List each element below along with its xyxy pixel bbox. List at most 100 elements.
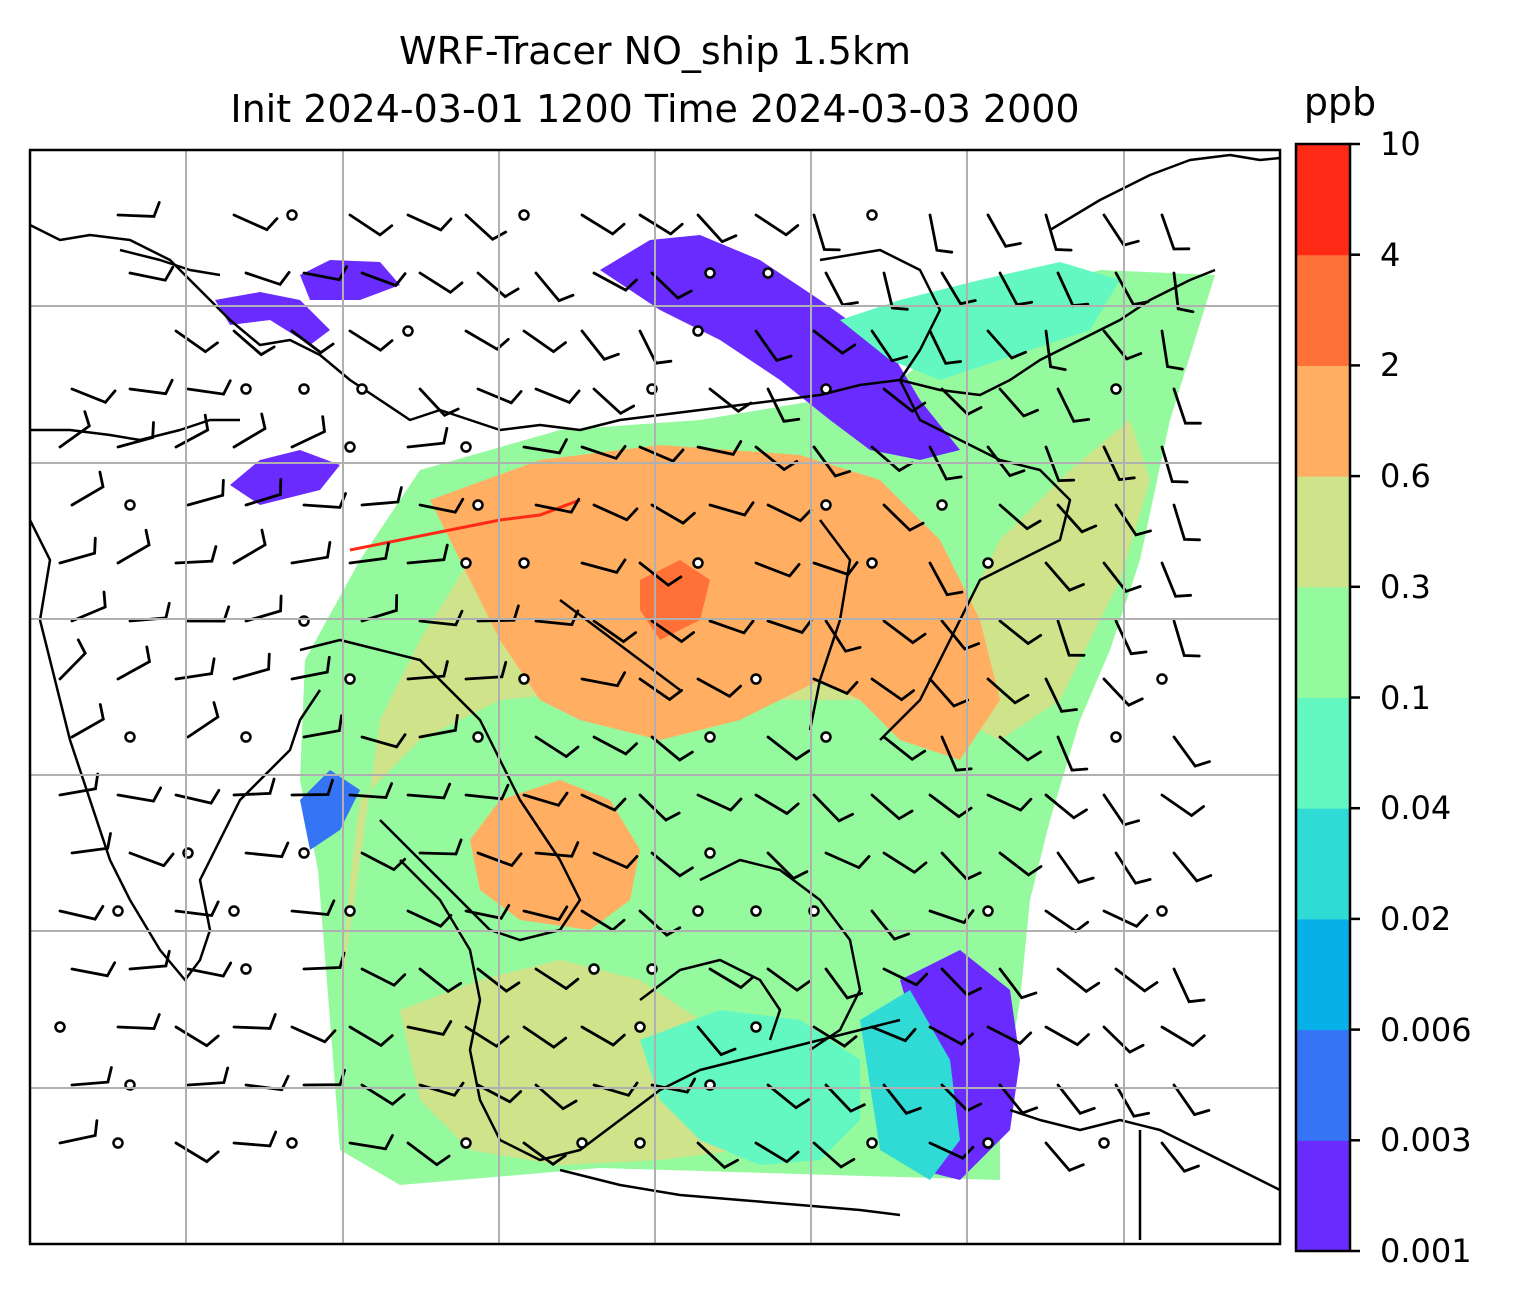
- wind-calm-marker: [704, 731, 716, 743]
- wind-barb: [476, 851, 523, 868]
- coastline-islands-2: [639, 958, 782, 1041]
- wind-barb: [302, 492, 347, 509]
- wind-calm-marker: [750, 905, 762, 917]
- wind-barb: [650, 271, 693, 300]
- wind-barb: [766, 967, 811, 992]
- colorbar-tick-label: 0.001: [1380, 1232, 1472, 1270]
- wind-barb: [638, 561, 683, 587]
- wind-barb: [1044, 561, 1085, 592]
- wind-barb: [418, 497, 465, 514]
- wind-barb: [1172, 503, 1201, 542]
- wind-barb: [58, 536, 97, 565]
- coastline-borders-2: [119, 248, 221, 277]
- wind-barb: [1114, 967, 1159, 993]
- wind-barb: [290, 541, 332, 565]
- wind-barb: [290, 778, 334, 797]
- wind-barb: [522, 1141, 567, 1167]
- wind-barb: [1056, 503, 1098, 534]
- wind-barb: [580, 793, 627, 812]
- wind-barb: [754, 213, 800, 237]
- wind-barb: [418, 838, 463, 856]
- colorbar-tick-label: 0.02: [1380, 899, 1452, 938]
- wind-barb: [186, 701, 220, 739]
- wind-barb: [592, 271, 638, 292]
- wind-barb: [174, 545, 218, 565]
- wind-barb: [824, 271, 859, 307]
- coastlines: [30, 153, 1280, 1240]
- wind-barb: [870, 793, 914, 821]
- wind-barb: [870, 445, 914, 473]
- wind-barb: [360, 271, 407, 288]
- wind-calm-marker: [286, 1137, 298, 1149]
- wind-barb: [174, 329, 219, 354]
- wind-calm-marker: [182, 847, 194, 859]
- wind-barb: [592, 619, 637, 644]
- wind-barb: [592, 387, 636, 416]
- wind-barb: [824, 619, 862, 653]
- wind-barb: [522, 329, 567, 354]
- wind-barb: [464, 660, 508, 681]
- wind-barb: [534, 497, 581, 514]
- wind-barb: [592, 503, 639, 522]
- wind-barb: [290, 655, 331, 681]
- wind-barb: [476, 271, 520, 299]
- wind-barb: [580, 1025, 626, 1047]
- wind-barb: [174, 1141, 220, 1164]
- wind-barb: [1102, 213, 1140, 247]
- wind-calm-marker: [820, 383, 832, 395]
- wind-barb: [998, 851, 1043, 877]
- wind-barb: [986, 445, 1026, 478]
- wind-calm-marker: [1110, 731, 1122, 743]
- wind-calm-marker: [356, 383, 368, 395]
- colorbar-tick-label: 0.003: [1380, 1121, 1472, 1160]
- wind-barb: [1056, 851, 1095, 885]
- wind-barb: [534, 967, 580, 991]
- wind-barb: [754, 561, 801, 578]
- wind-calm-marker: [866, 1137, 878, 1149]
- wind-barb: [766, 503, 813, 523]
- wind-barb: [580, 909, 626, 932]
- wind-barb: [940, 271, 977, 306]
- wind-calm-marker: [124, 499, 136, 511]
- wind-barb: [708, 387, 753, 414]
- wind-barb: [1114, 271, 1150, 307]
- wind-barb: [128, 949, 171, 971]
- wind-barb: [1102, 329, 1143, 361]
- wind-barb: [476, 387, 523, 405]
- wind-barb: [1160, 1141, 1200, 1173]
- wind-calm-marker: [588, 963, 600, 975]
- map-title-line1: WRF-Tracer NO_ship 1.5km: [399, 29, 911, 73]
- wind-calm-marker: [518, 673, 530, 685]
- wind-barb: [522, 1025, 568, 1049]
- coastline-southeast-asia: [399, 859, 901, 1162]
- wind-barb: [882, 967, 929, 987]
- wind-barb: [70, 387, 117, 404]
- wind-barb: [1102, 1025, 1145, 1054]
- wind-barb: [174, 413, 210, 449]
- wind-barb: [116, 645, 152, 681]
- wind-calm-marker: [460, 1137, 472, 1149]
- wind-barb: [1172, 271, 1195, 314]
- wind-barb: [244, 271, 291, 287]
- colorbar: [1294, 142, 1360, 1253]
- map-frame: [28, 148, 1282, 1246]
- wind-calm-marker: [1156, 673, 1168, 685]
- wind-barb: [290, 1025, 337, 1044]
- wind-calm-marker: [298, 847, 310, 859]
- wind-barb: [534, 841, 580, 858]
- wind-barb: [58, 905, 105, 921]
- wind-barb: [186, 605, 231, 623]
- wind-barb: [928, 329, 962, 365]
- wind-barb: [1172, 735, 1211, 768]
- wind-barb: [1172, 619, 1201, 658]
- colorbar-segment: [1296, 144, 1350, 256]
- wind-barb: [882, 735, 927, 762]
- wind-barb: [464, 783, 510, 801]
- tracer-low-north-sea-edge: [840, 262, 1120, 380]
- wind-barb: [1044, 445, 1076, 483]
- wind-barb: [580, 558, 627, 575]
- wind-barb: [232, 528, 267, 565]
- wind-barb: [1114, 1083, 1150, 1118]
- wind-barb: [1172, 387, 1202, 425]
- wind-calm-marker: [460, 557, 472, 569]
